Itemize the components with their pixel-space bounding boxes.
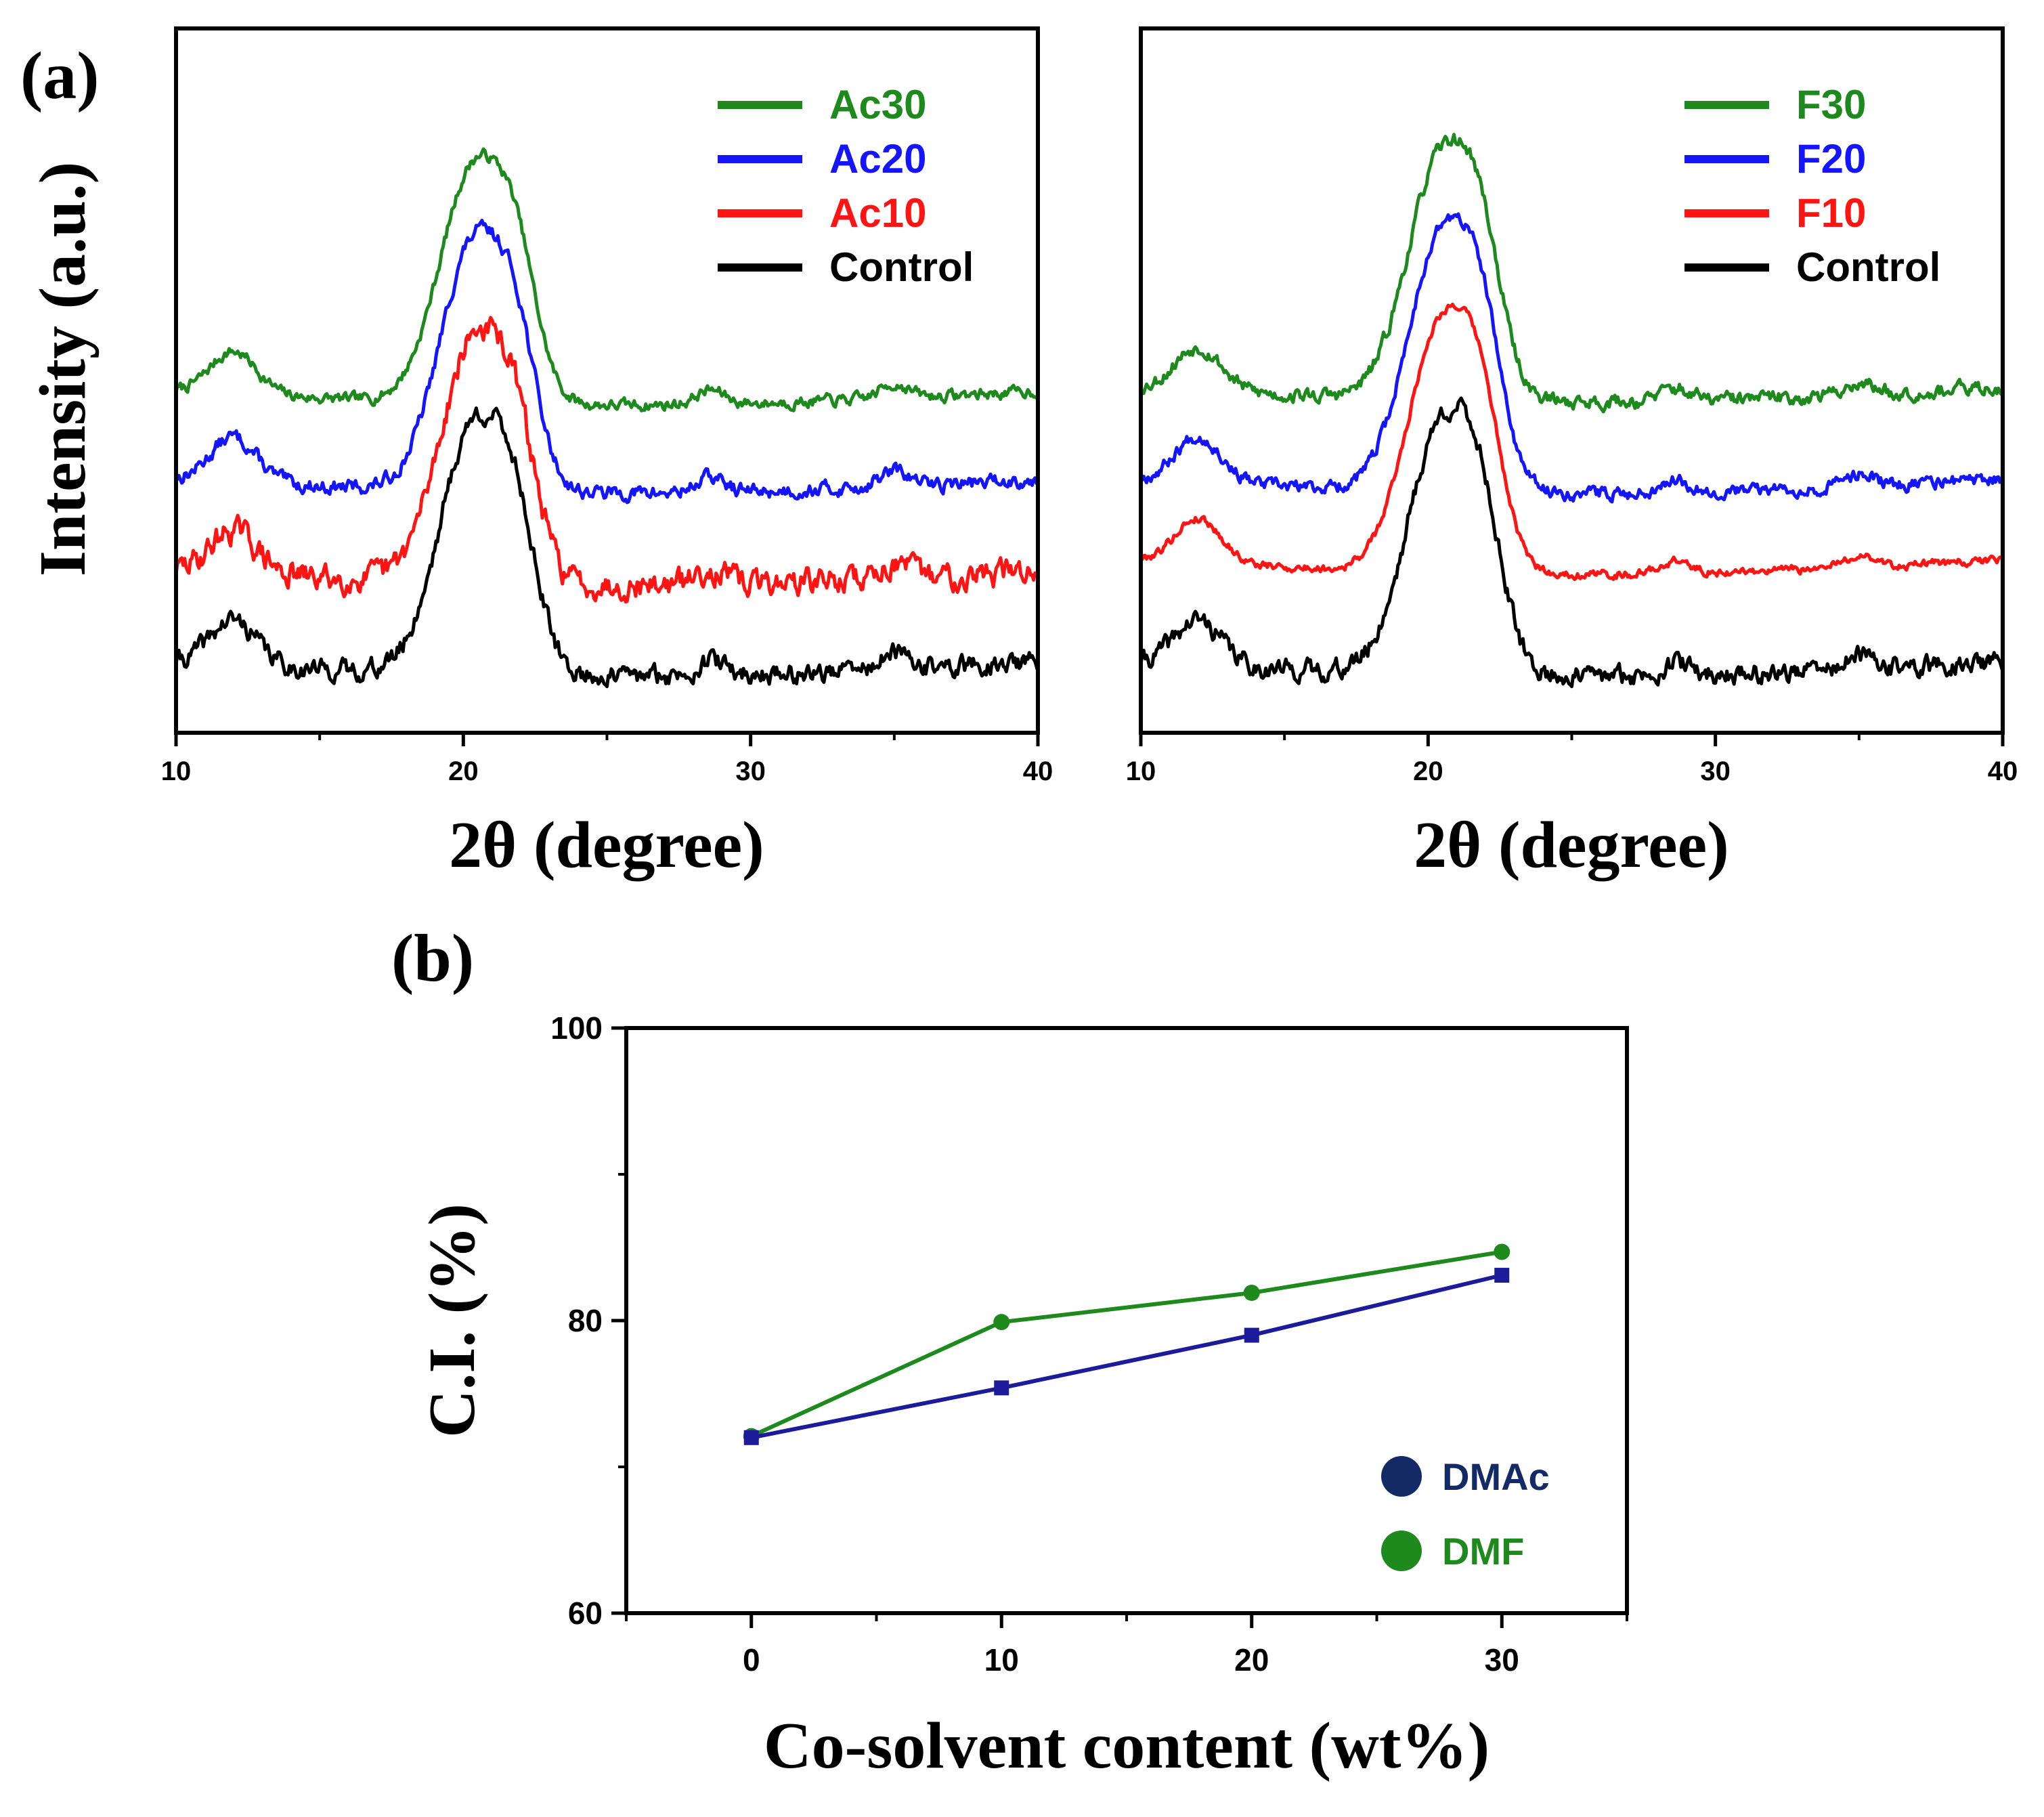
- x-ticks: 10 20 30 40: [161, 733, 1053, 786]
- y-tick-label: 80: [568, 1303, 603, 1338]
- series-line-f20: [1140, 212, 2005, 504]
- legend-label-f20: F20: [1796, 136, 1866, 181]
- legend-label-ac30: Ac30: [829, 82, 926, 127]
- x-tick-label: 40: [1023, 756, 1053, 786]
- data-point-dmac: [1494, 1268, 1510, 1283]
- legend-label-ac20: Ac20: [829, 136, 926, 181]
- legend-label-dmf: DMF: [1442, 1530, 1524, 1573]
- plot-frame: [1139, 26, 2005, 735]
- crystallinity-chart: 0 10 20 30 60 80 100 DMAc DMF Co-solvent conten…: [416, 1010, 1629, 1782]
- legend-label-dmac: DMAc: [1442, 1455, 1550, 1498]
- y-tick-label: 100: [550, 1010, 603, 1046]
- data-point-dmac: [743, 1430, 759, 1445]
- plot-frame: [624, 1026, 1629, 1615]
- data-point-dmf: [993, 1314, 1010, 1331]
- x-tick-label: 30: [1485, 1642, 1519, 1677]
- series-line-ac30: [174, 147, 1039, 412]
- legend: DMAc DMF: [1381, 1455, 1550, 1573]
- legend-marker-dmf: [1381, 1531, 1422, 1571]
- legend-label-f10: F10: [1796, 190, 1866, 236]
- data-point-dmf: [1494, 1243, 1510, 1260]
- x-tick-label: 0: [743, 1642, 760, 1677]
- series-line-ac10: [174, 316, 1040, 604]
- series-layer: [743, 1243, 1510, 1445]
- y-axis-label: Intensity (a.u.): [26, 162, 100, 577]
- x-axis-label: Co-solvent content (wt%): [764, 1709, 1489, 1782]
- x-tick-label: 20: [448, 756, 479, 786]
- panel-label-b: (b): [391, 920, 474, 996]
- data-point-dmac: [994, 1380, 1009, 1396]
- data-point-dmac: [1244, 1327, 1259, 1343]
- series-line-dmac: [751, 1273, 1502, 1440]
- panel-label-a: (a): [20, 38, 100, 113]
- x-tick-label: 40: [1988, 756, 2018, 786]
- xrd-chart-acetamide: 10 20 30 40 Ac30 Ac20 Ac10 Control 2θ (degree)…: [26, 26, 1053, 882]
- legend: F30 F20 F10 Control: [1684, 82, 1940, 290]
- x-tick-label: 30: [735, 756, 766, 786]
- legend-label-ac10: Ac10: [829, 190, 926, 236]
- series-line-control: [174, 406, 1040, 689]
- x-tick-label: 20: [1413, 756, 1443, 786]
- x-tick-label: 10: [984, 1642, 1019, 1677]
- x-tick-label: 10: [161, 756, 192, 786]
- series-line-f30: [1139, 133, 2005, 414]
- x-tick-label: 20: [1234, 1642, 1269, 1677]
- series-layer: [1139, 133, 2005, 689]
- y-axis-label: C.I. (%): [416, 1203, 489, 1438]
- xrd-chart-formamide: 10 20 30 40 F30 F20 F10 Control 2θ (degree): [1126, 26, 2018, 882]
- legend-label-control: Control: [1796, 244, 1940, 290]
- x-axis-label: 2θ (degree): [449, 809, 764, 882]
- legend-marker-dmac: [1381, 1456, 1422, 1497]
- legend: Ac30 Ac20 Ac10 Control: [718, 82, 974, 290]
- series-line-f10: [1140, 302, 2004, 581]
- series-line-control: [1139, 396, 2005, 689]
- series-line-ac20: [175, 219, 1040, 505]
- legend-label-f30: F30: [1796, 82, 1866, 127]
- x-tick-label: 30: [1700, 756, 1731, 786]
- legend-label-control: Control: [829, 244, 974, 290]
- plot-frame: [174, 26, 1040, 735]
- x-axis-label: 2θ (degree): [1414, 809, 1729, 882]
- data-point-dmf: [1243, 1284, 1260, 1301]
- y-tick-label: 60: [568, 1596, 603, 1631]
- ticks: 0 10 20 30 60 80 100: [550, 1010, 1628, 1677]
- series-layer: [174, 147, 1040, 689]
- x-ticks: 10 20 30 40: [1126, 733, 2018, 786]
- series-line-dmf: [750, 1249, 1502, 1438]
- x-tick-label: 10: [1126, 756, 1156, 786]
